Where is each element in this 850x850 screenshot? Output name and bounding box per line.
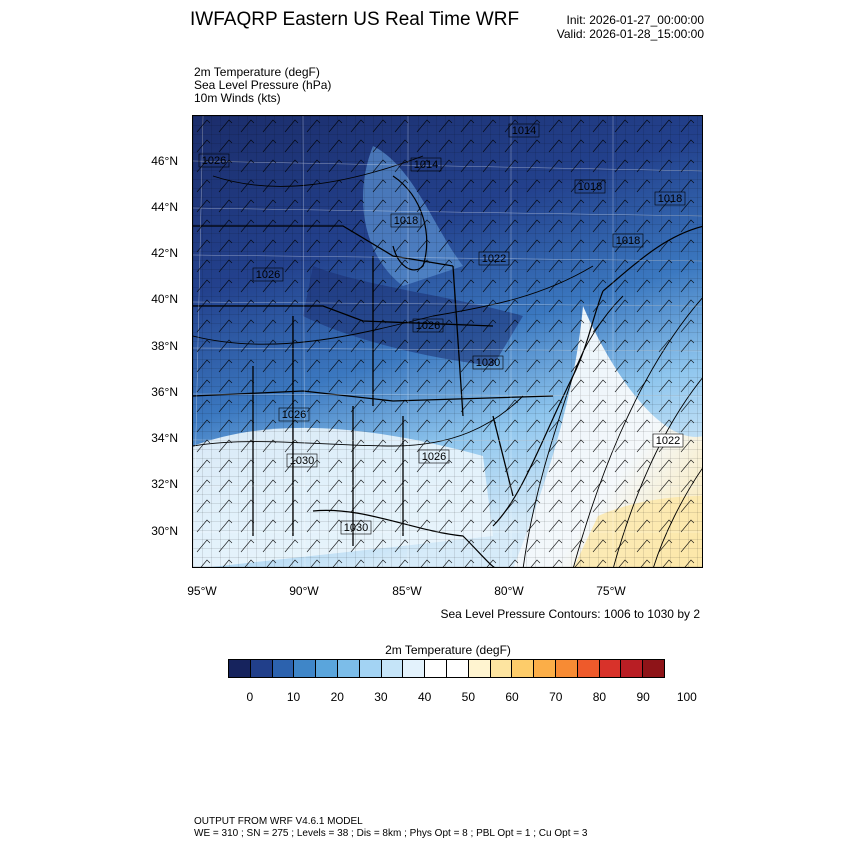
colorbar-tick-label: 80 bbox=[592, 690, 607, 704]
colorbar-tick-label: 30 bbox=[374, 690, 388, 704]
colorbar-swatch bbox=[229, 660, 251, 677]
map-panel: 1026 1014 1014 1018 1018 1022 1018 1018 1026 1026… bbox=[192, 115, 703, 568]
svg-text:1030: 1030 bbox=[476, 357, 500, 369]
colorbar-tick-label: 10 bbox=[286, 690, 301, 704]
lat-label-40n: 40°N bbox=[151, 292, 178, 306]
colorbar-tick-label: 20 bbox=[330, 690, 344, 704]
svg-text:1018: 1018 bbox=[616, 235, 640, 247]
isobar-label: 1014 bbox=[508, 123, 540, 138]
isobar-label: 1018 bbox=[574, 179, 606, 194]
lon-label-80w: 80°W bbox=[494, 584, 524, 598]
colorbar-swatch bbox=[534, 660, 556, 677]
isobar-label: 1018 bbox=[390, 213, 422, 228]
model-info: OUTPUT FROM WRF V4.6.1 MODEL bbox=[194, 816, 363, 827]
colorbar-swatch bbox=[250, 660, 273, 677]
contour-note: Sea Level Pressure Contours: 1006 to 103… bbox=[440, 607, 701, 621]
colorbar-tick-label: 50 bbox=[461, 690, 476, 704]
colorbar-title: 2m Temperature (degF) bbox=[385, 643, 511, 657]
lon-label-75w: 75°W bbox=[596, 584, 626, 598]
isobar-label: 1030 bbox=[340, 520, 372, 535]
init-time: Init: 2026-01-27_00:00:00 bbox=[566, 13, 704, 27]
valid-time: Valid: 2026-01-28_15:00:00 bbox=[556, 27, 704, 41]
colorbar-tick-label: 40 bbox=[417, 690, 432, 704]
svg-text:1018: 1018 bbox=[658, 193, 682, 205]
colorbar-swatch bbox=[490, 660, 513, 677]
isobar-label: 1026 bbox=[198, 153, 230, 168]
isobar-label-group: 1026 1014 1014 1018 1018 1022 1018 1018 1026 1026… bbox=[198, 123, 686, 535]
field-label-winds: 10m Winds (kts) bbox=[194, 91, 281, 105]
colorbar-tick-label: 60 bbox=[505, 690, 519, 704]
svg-text:1022: 1022 bbox=[482, 253, 506, 265]
colorbar-swatch bbox=[621, 660, 644, 677]
map-title: IWFAQRP Eastern US Real Time WRF bbox=[190, 9, 520, 30]
model-config: WE = 310 ; SN = 275 ; Levels = 38 ; Dis … bbox=[194, 828, 588, 839]
isobar-label: 1026 bbox=[412, 318, 444, 333]
colorbar-swatch bbox=[316, 660, 338, 677]
svg-text:1026: 1026 bbox=[282, 409, 306, 421]
field-label-temperature: 2m Temperature (degF) bbox=[194, 65, 320, 79]
svg-text:1026: 1026 bbox=[256, 269, 280, 281]
colorbar-swatch bbox=[337, 660, 360, 677]
field-label-pressure: Sea Level Pressure (hPa) bbox=[194, 78, 332, 92]
wind-barbs bbox=[193, 116, 702, 567]
svg-text:1030: 1030 bbox=[290, 455, 314, 467]
isobar-label: 1030 bbox=[472, 355, 504, 370]
svg-text:1014: 1014 bbox=[512, 125, 536, 137]
colorbar-swatch bbox=[272, 660, 295, 677]
colorbar-tick-label: 70 bbox=[549, 690, 563, 704]
lon-label-90w: 90°W bbox=[289, 584, 319, 598]
isobar-label: 1022 bbox=[652, 433, 684, 448]
lat-label-44n: 44°N bbox=[151, 200, 178, 214]
lon-label-95w: 95°W bbox=[187, 584, 217, 598]
svg-text:1026: 1026 bbox=[422, 451, 446, 463]
svg-text:1026: 1026 bbox=[202, 155, 226, 167]
colorbar-tick-label: 100 bbox=[676, 690, 697, 704]
colorbar-tick-label: 90 bbox=[636, 690, 650, 704]
svg-text:1026: 1026 bbox=[416, 320, 440, 332]
lat-label-38n: 38°N bbox=[151, 339, 178, 353]
isobar-label: 1018 bbox=[612, 233, 644, 248]
colorbar-swatch bbox=[294, 660, 317, 677]
colorbar-swatch bbox=[643, 660, 664, 677]
colorbar-swatch bbox=[555, 660, 578, 677]
weather-map: 1026 1014 1014 1018 1018 1022 1018 1018 1026 1026… bbox=[193, 116, 702, 567]
isobar-label: 1018 bbox=[654, 191, 686, 206]
svg-text:1018: 1018 bbox=[578, 181, 602, 193]
colorbar bbox=[228, 659, 665, 678]
colorbar-swatch bbox=[425, 660, 447, 677]
isobar-label: 1026 bbox=[278, 407, 310, 422]
colorbar-swatch bbox=[446, 660, 469, 677]
lon-label-85w: 85°W bbox=[392, 584, 422, 598]
colorbar-swatch bbox=[359, 660, 382, 677]
colorbar-swatch bbox=[403, 660, 426, 677]
isobar-label: 1014 bbox=[410, 157, 442, 172]
lat-label-46n: 46°N bbox=[151, 154, 178, 168]
lat-label-42n: 42°N bbox=[151, 246, 178, 260]
svg-text:1014: 1014 bbox=[414, 159, 438, 171]
lat-label-36n: 36°N bbox=[151, 385, 178, 399]
svg-text:1030: 1030 bbox=[344, 522, 368, 534]
isobar-label: 1026 bbox=[418, 449, 450, 464]
isobar-label: 1022 bbox=[478, 251, 510, 266]
lat-label-32n: 32°N bbox=[151, 477, 178, 491]
colorbar-tick-label: 0 bbox=[246, 690, 254, 704]
svg-text:1022: 1022 bbox=[656, 435, 680, 447]
colorbar-swatch bbox=[381, 660, 404, 677]
colorbar-swatch bbox=[468, 660, 491, 677]
isobar-label: 1030 bbox=[286, 453, 318, 468]
svg-text:1018: 1018 bbox=[394, 215, 418, 227]
colorbar-swatch bbox=[599, 660, 622, 677]
isobar-label: 1026 bbox=[252, 267, 284, 282]
colorbar-swatch bbox=[577, 660, 600, 677]
lat-label-30n: 30°N bbox=[151, 524, 178, 538]
colorbar-swatch bbox=[512, 660, 535, 677]
lat-label-34n: 34°N bbox=[151, 431, 178, 445]
